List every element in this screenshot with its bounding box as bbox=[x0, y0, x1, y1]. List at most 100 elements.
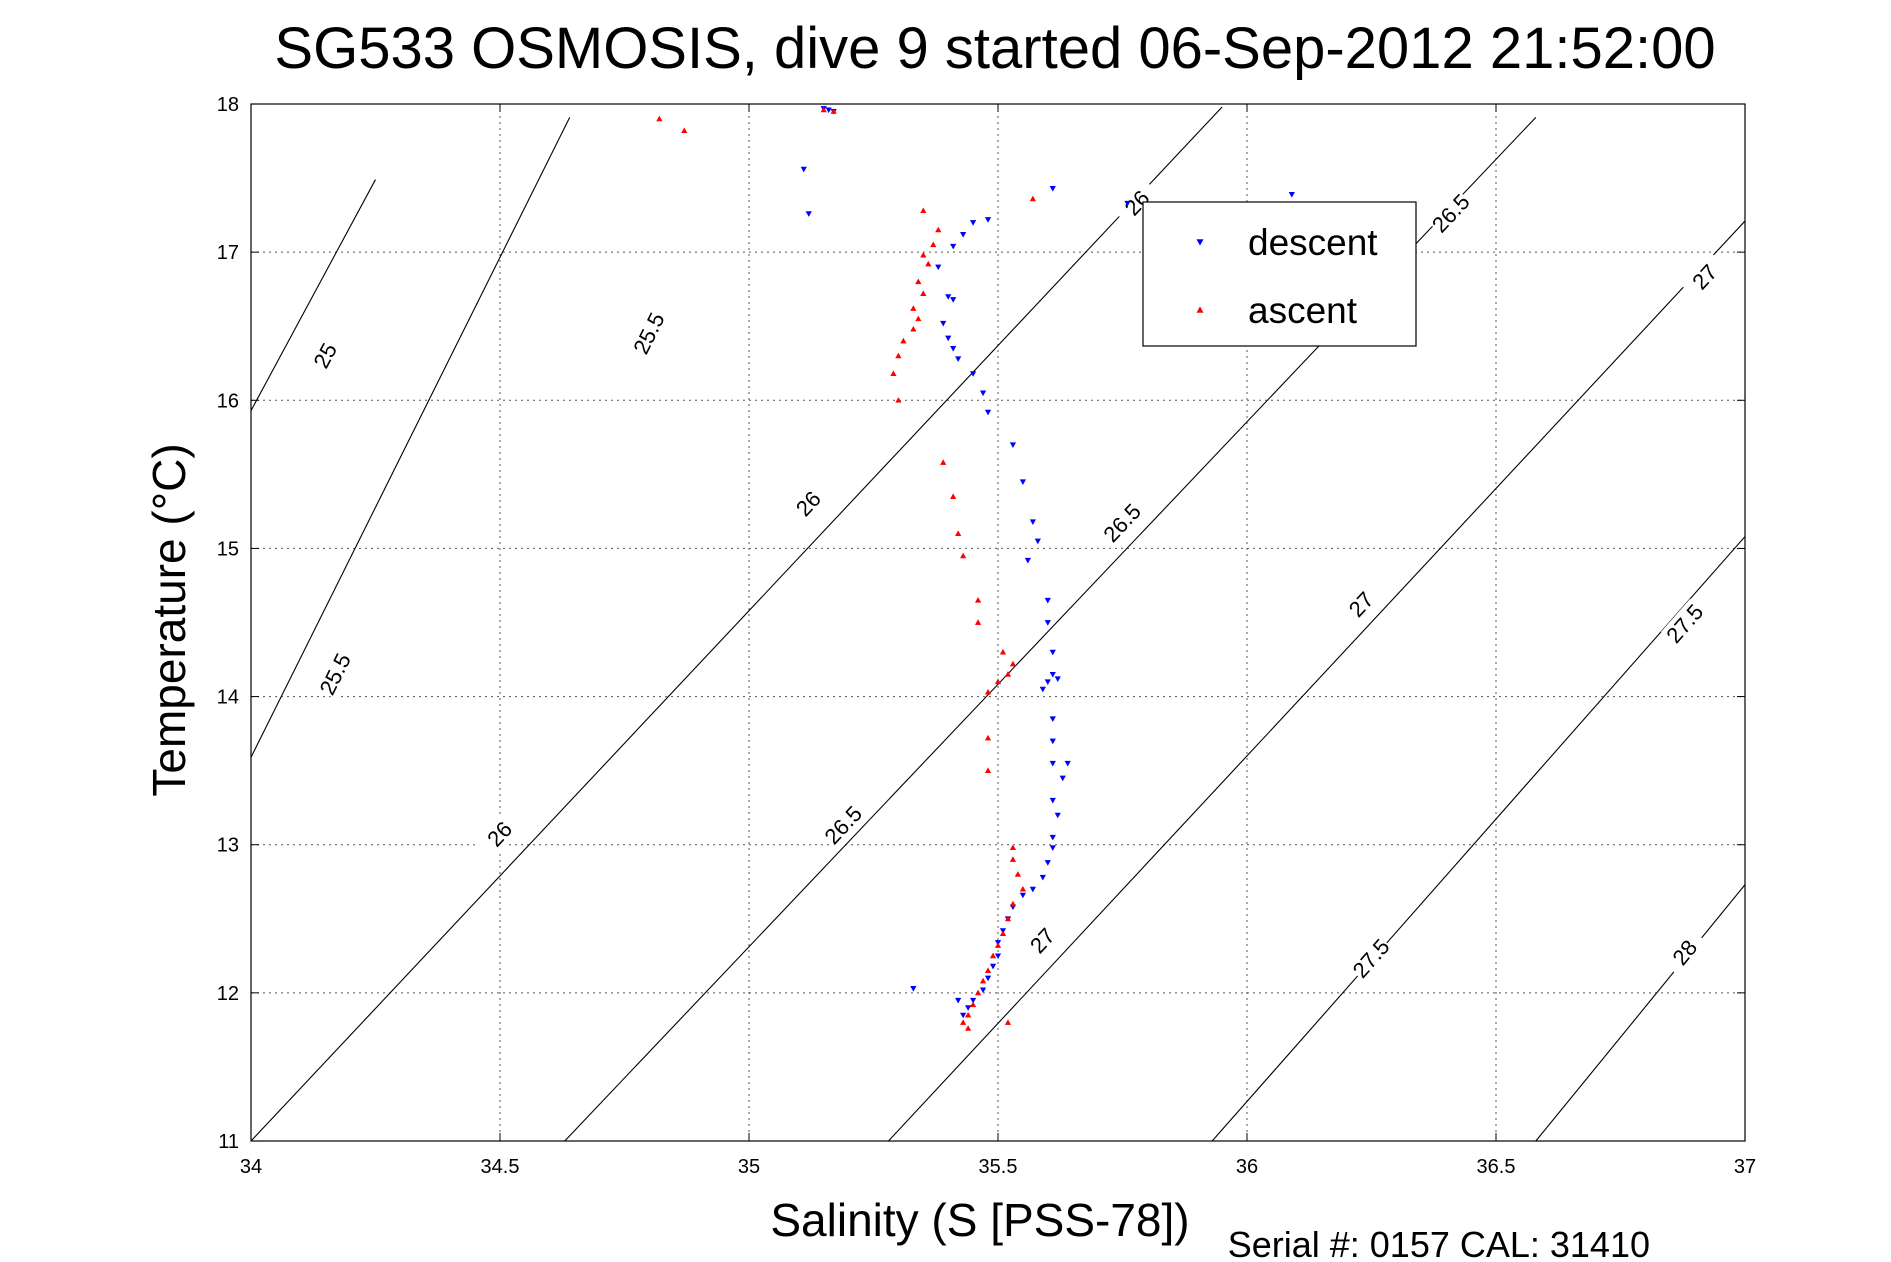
descent-point bbox=[979, 987, 987, 994]
y-tick-label: 16 bbox=[217, 390, 239, 412]
descent-point bbox=[950, 346, 957, 352]
descent-point bbox=[1124, 200, 1131, 207]
descent-point bbox=[960, 231, 967, 238]
ascent-point bbox=[984, 688, 992, 695]
descent-point bbox=[969, 997, 977, 1004]
descent-point bbox=[950, 297, 957, 303]
ascent-point bbox=[955, 530, 962, 536]
ascent-point bbox=[1004, 1019, 1012, 1025]
ascent-point bbox=[1029, 195, 1036, 202]
x-tick-label: 34.5 bbox=[481, 1156, 520, 1178]
ascent-point bbox=[656, 115, 663, 122]
ascent-point bbox=[1019, 885, 1027, 892]
density-contour-line bbox=[888, 220, 1745, 1141]
descent-point bbox=[1049, 738, 1056, 745]
descent-point bbox=[805, 211, 812, 217]
descent-point bbox=[945, 294, 952, 300]
serial-cal-footer: Serial #: 0157 CAL: 31410 bbox=[1228, 1224, 1650, 1262]
descent-point bbox=[1059, 775, 1066, 782]
x-tick-label: 36 bbox=[1236, 1156, 1258, 1178]
ascent-point bbox=[984, 767, 992, 774]
ascent-point bbox=[969, 1001, 977, 1008]
descent-point bbox=[1009, 442, 1017, 448]
descent-point bbox=[969, 220, 977, 226]
contour-label-bg bbox=[1661, 927, 1710, 979]
ascent-point bbox=[915, 278, 922, 285]
descent-point bbox=[965, 1005, 972, 1011]
chart-title: SG533 OSMOSIS, dive 9 started 06-Sep-201… bbox=[274, 16, 1715, 81]
descent-point bbox=[1049, 834, 1056, 841]
ascent-point bbox=[974, 597, 982, 603]
density-contour-line bbox=[1535, 884, 1745, 1141]
descent-point bbox=[955, 997, 962, 1004]
x-tick-label: 35.5 bbox=[979, 1156, 1018, 1178]
descent-point bbox=[969, 371, 977, 377]
descent-point bbox=[989, 963, 997, 970]
ascent-point bbox=[935, 226, 942, 233]
descent-point bbox=[994, 953, 1002, 960]
contour-label-bg bbox=[819, 800, 869, 851]
descent-point bbox=[950, 243, 957, 250]
contour-label-bg bbox=[1337, 579, 1387, 630]
descent-point bbox=[1049, 797, 1056, 804]
descent-point bbox=[1288, 191, 1295, 198]
descent-point bbox=[1049, 845, 1056, 851]
contour-label-bg bbox=[1347, 933, 1396, 984]
ascent-point bbox=[999, 648, 1007, 655]
contour-label-bg bbox=[1112, 178, 1162, 229]
ascent-point bbox=[920, 207, 927, 214]
ascent-point bbox=[974, 989, 982, 996]
descent-point bbox=[945, 335, 952, 342]
axis-ticks: 34 34.5 35 35.5 36 36.5 37 11 12 13 14 15 16 17 18 bbox=[217, 94, 1756, 1178]
descent-point bbox=[1039, 686, 1046, 693]
descent-point bbox=[1049, 760, 1056, 767]
descent-point bbox=[1049, 186, 1056, 192]
data-points bbox=[656, 106, 1295, 1031]
plot-area: 25 25.525.526262626.526.526.527272727.527… bbox=[217, 94, 1756, 1178]
ascent-point bbox=[895, 397, 902, 403]
y-tick-label: 12 bbox=[217, 983, 239, 1005]
y-axis-label: Temperature (°C) bbox=[143, 443, 195, 796]
contour-label-bg bbox=[627, 308, 671, 360]
descent-point bbox=[1049, 716, 1056, 723]
descent-point bbox=[1019, 479, 1027, 485]
descent-point bbox=[1019, 892, 1027, 899]
ascent-point bbox=[930, 241, 937, 248]
x-axis-label: Salinity (S [PSS-78]) bbox=[770, 1194, 1189, 1246]
ascent-point bbox=[1009, 844, 1017, 851]
descent-point bbox=[984, 217, 992, 223]
contour-label-bg bbox=[1426, 188, 1476, 239]
ascent-point bbox=[1004, 671, 1012, 677]
ascent-point bbox=[950, 493, 957, 499]
density-contour-line bbox=[251, 117, 571, 758]
y-tick-label: 13 bbox=[217, 835, 239, 857]
descent-point bbox=[1044, 620, 1051, 626]
descent-point bbox=[1044, 679, 1051, 685]
ascent-point bbox=[965, 1025, 972, 1031]
descent-point bbox=[1054, 812, 1061, 819]
contour-label-bg bbox=[1680, 252, 1730, 303]
descent-point bbox=[984, 975, 992, 982]
descent-point bbox=[1029, 519, 1036, 525]
descent-point bbox=[1049, 671, 1056, 678]
ascent-point bbox=[1014, 871, 1022, 877]
contour-label-bg bbox=[1097, 498, 1148, 549]
descent-point bbox=[910, 986, 917, 992]
ascent-point bbox=[994, 942, 1002, 948]
descent-point bbox=[1054, 676, 1061, 683]
grid-lines bbox=[251, 104, 1745, 1141]
ascent-point bbox=[960, 1019, 967, 1025]
descent-point bbox=[1044, 860, 1051, 866]
ascent-point bbox=[960, 552, 967, 559]
contour-label-bg bbox=[475, 809, 525, 860]
ascent-point bbox=[915, 315, 922, 322]
ascent-point bbox=[989, 952, 997, 959]
descent-point bbox=[1064, 760, 1071, 767]
descent-point bbox=[1034, 538, 1041, 545]
contour-label-bg bbox=[784, 479, 834, 529]
ascent-point bbox=[974, 619, 982, 625]
ascent-point bbox=[910, 325, 917, 332]
ascent-point bbox=[1009, 856, 1017, 862]
ascent-point bbox=[1009, 900, 1017, 907]
